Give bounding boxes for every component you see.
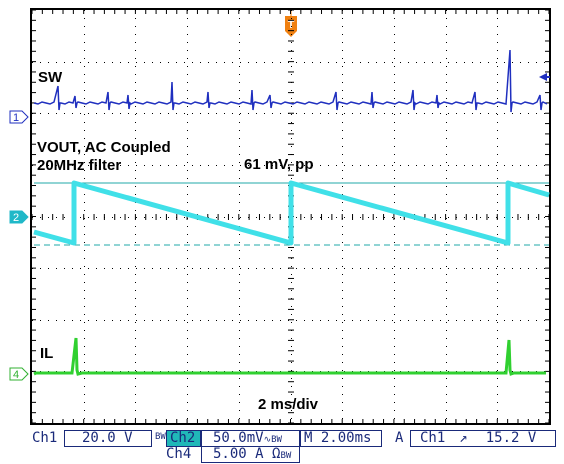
offscreen-arrow-icon	[539, 73, 547, 81]
trigger-slope-icon: ↗	[459, 430, 468, 446]
ch4-il-trace	[33, 337, 546, 376]
ch2-vout-trace	[33, 180, 550, 246]
ch4-ground-marker[interactable]: 4	[9, 367, 29, 381]
timebase-setting[interactable]: M 2.00ms	[300, 430, 382, 447]
timebase-note: 2 ms/div	[258, 396, 319, 413]
ch2-coupling-icon: ∿	[263, 435, 272, 445]
ch4-scale-value: 5.00 A Ω	[213, 446, 281, 462]
ch2-bw-indicator: BW	[271, 435, 282, 445]
trigger-marker-label: T	[288, 19, 295, 31]
trigger-source: Ch1	[420, 430, 446, 446]
ch1-bw-indicator: BW	[155, 432, 166, 442]
ch4-label: Ch4	[166, 446, 192, 462]
vout-label-line1: VOUT, AC Coupled	[37, 139, 171, 156]
sw-label: SW	[38, 69, 63, 86]
ch1-marker-label: 1	[13, 112, 19, 124]
graticule-border	[30, 8, 551, 425]
trigger-mode: A	[395, 430, 404, 446]
ch2-label[interactable]: Ch2	[166, 430, 201, 447]
ch4-bw-indicator: BW	[280, 451, 292, 461]
ch1-scale-value: 20.0 V	[82, 430, 133, 446]
ch2-scale-value: 50.0mV	[213, 430, 264, 446]
trigger-level: 15.2 V	[485, 430, 537, 446]
ch2-ground-marker[interactable]: 2	[9, 210, 29, 224]
il-label: IL	[40, 345, 53, 362]
ch1-sw-trace	[33, 49, 548, 113]
ch4-scale[interactable]: 5.00 A ΩBW	[201, 446, 300, 463]
ch2-marker-label: 2	[13, 212, 19, 224]
ch1-ground-marker[interactable]: 1	[9, 110, 29, 124]
ch4-marker-label: 4	[13, 369, 19, 381]
scope-display: T 1 2 4 SW VOUT, AC Coupled	[9, 8, 551, 425]
ripple-label: 61 mV, pp	[244, 156, 313, 173]
graticule-grid	[31, 9, 550, 424]
ch1-scale[interactable]: 20.0 V	[64, 430, 152, 447]
ch2-scale[interactable]: 50.0mV∿BW	[201, 430, 300, 447]
vout-label-line2: 20MHz filter	[37, 157, 121, 174]
ch1-label: Ch1	[32, 430, 58, 446]
trigger-setting[interactable]: Ch1 ↗ 15.2 V	[410, 430, 556, 447]
